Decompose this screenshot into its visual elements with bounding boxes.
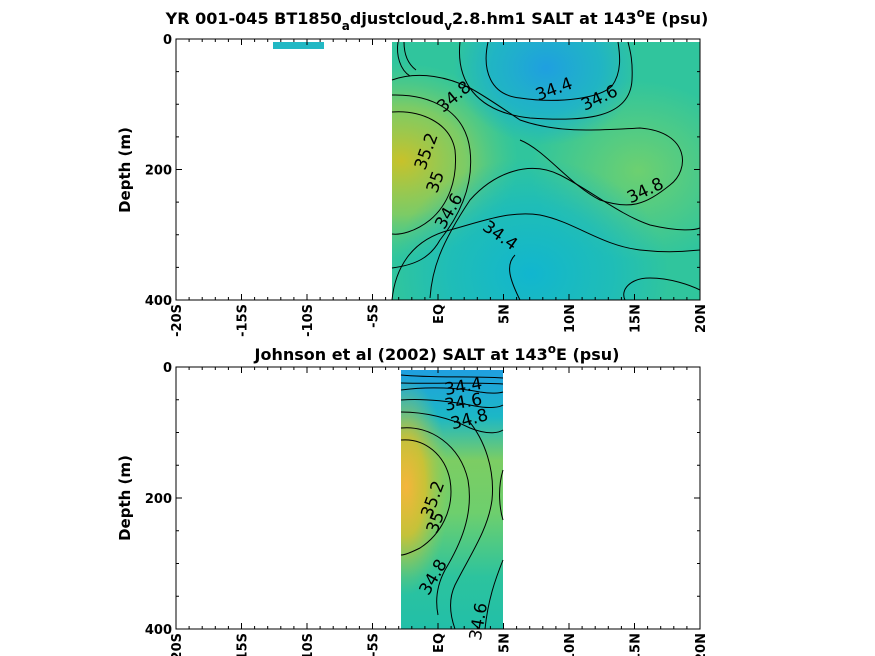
panel-2: Johnson et al (2002) SALT at 143oE (psu)… <box>116 342 709 656</box>
x-tick-label: -20S <box>170 633 185 656</box>
x-tick-label: 15N <box>629 633 644 656</box>
x-tick-label: 5N <box>498 633 513 653</box>
x-tick-label: -10S <box>301 633 316 656</box>
x-tick-label: 15N <box>629 304 644 333</box>
panel-1-island-patch <box>273 42 324 49</box>
x-tick-label: -10S <box>301 304 316 337</box>
panel-1-contour-346-lower <box>429 168 701 299</box>
title-segment: E (psu) <box>645 9 709 28</box>
y-tick-label: 200 <box>145 492 172 507</box>
x-tick-label: 5N <box>498 304 513 324</box>
y-tick-label: 400 <box>145 623 172 638</box>
panel-2-contour-350 <box>400 427 470 616</box>
panel-1-contour-344-lower <box>391 213 701 301</box>
panel-2-contour-thin-2 <box>400 382 504 385</box>
title-segment: o <box>637 6 645 20</box>
x-tick-label: -5S <box>367 304 382 328</box>
panel-1-title: YR 001-045 BT1850adjustcloudv2.8.hm1 SAL… <box>165 6 709 33</box>
x-tick-label: 20N <box>694 304 709 333</box>
x-tick-label: EQ <box>432 633 447 653</box>
panel-1-contour-346-top <box>458 41 633 120</box>
x-tick-label: EQ <box>432 304 447 324</box>
y-tick-label: 200 <box>145 164 172 179</box>
panel-2-contour-right-edge <box>499 469 504 521</box>
title-segment: o <box>548 342 556 356</box>
panel-2-contours <box>400 374 504 630</box>
panel-1-field-low <box>392 42 700 300</box>
panel-1-contour-352 <box>391 111 457 235</box>
panel-2-contour-thin-1 <box>400 374 504 379</box>
title-segment: YR 001-045 BT1850 <box>165 9 342 28</box>
panel-1-contour-bottom-right <box>623 277 701 301</box>
x-tick-label: 10N <box>563 633 578 656</box>
panel-2-contour-348-lower <box>450 419 494 630</box>
y-tick-label: 0 <box>163 361 172 376</box>
panel-1-contours <box>391 41 701 301</box>
x-tick-label: 10N <box>563 304 578 333</box>
title-segment: a <box>342 19 350 33</box>
panel-2-ticks: 0 200 400-20S -15S -10S -5S EQ 5N 10N 15N 20N <box>145 361 709 656</box>
y-tick-label: 400 <box>145 294 172 309</box>
x-tick-label: -15S <box>236 304 251 337</box>
title-segment: E (psu) <box>556 345 620 364</box>
title-segment: v <box>444 19 452 33</box>
panel-1-contour-344-top <box>485 41 621 101</box>
panel-2-contour-352 <box>400 439 452 556</box>
panel-1: YR 001-045 BT1850adjustcloudv2.8.hm1 SAL… <box>116 6 709 337</box>
panel-2-contour-344 <box>400 387 504 394</box>
x-tick-label: -15S <box>236 633 251 656</box>
panel-2-contour-346-lower <box>484 559 504 630</box>
panel-1-salinity-field <box>273 42 700 300</box>
panel-2-contour-348-upper <box>400 411 504 434</box>
panel-1-contour-350 <box>391 94 472 269</box>
panel-2-ylabel: Depth (m) <box>116 455 134 541</box>
panel-1-contour-344-deep <box>509 254 521 301</box>
x-tick-label: -20S <box>170 304 185 337</box>
panel-1-ticks: 0 200 400-20S -15S -10S -5S EQ 5N 10N 15N 20N <box>145 33 709 337</box>
title-segment: djustcloud <box>350 9 444 28</box>
title-segment: Johnson et al (2002) SALT at 143 <box>254 345 548 364</box>
x-tick-label: -5S <box>367 633 382 656</box>
panel-2-title: Johnson et al (2002) SALT at 143oE (psu) <box>254 342 620 364</box>
x-tick-label: 20N <box>694 633 709 656</box>
title-segment: 2.8.hm1 SALT at 143 <box>452 9 637 28</box>
panel-1-contour-left-edge <box>397 41 417 77</box>
panel-1-ylabel: Depth (m) <box>116 127 134 213</box>
y-tick-label: 0 <box>163 33 172 48</box>
panel-2-contour-346 <box>400 398 504 409</box>
